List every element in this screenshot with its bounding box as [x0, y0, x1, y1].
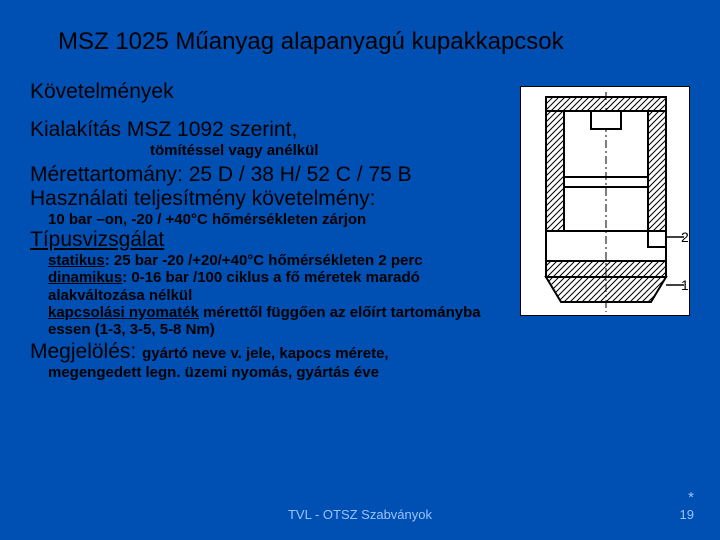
marking-continuation: megengedett legn. üzemi nyomás, gyártás …	[48, 364, 514, 381]
diagram-svg: 2 1	[521, 87, 691, 317]
design-subtext: tömítéssel vagy anélkül	[150, 142, 514, 159]
heading-marking: Megjelölés: gyártó neve v. jele, kapocs …	[30, 340, 514, 364]
diagram-label-1: 1	[681, 277, 689, 293]
typetest-static: statikus: 25 bar -20 /+20/+40°C hőmérsék…	[48, 252, 514, 269]
performance-line: 10 bar –on, -20 / +40°C hőmérsékleten zá…	[48, 211, 514, 228]
heading-requirements: Követelmények	[30, 80, 514, 104]
slide-title: MSZ 1025 Műanyag alapanyagú kupakkapcsok	[58, 28, 690, 56]
heading-performance: Használati teljesítmény követelmény:	[30, 187, 514, 211]
heading-size-range: Mérettartomány: 25 D / 38 H/ 52 C / 75 B	[30, 163, 514, 187]
heading-typetest: Típusvizsgálat	[30, 228, 514, 252]
marking-label: Megjelölés:	[30, 340, 136, 363]
footer-asterisk: *	[688, 489, 694, 506]
slide: MSZ 1025 Műanyag alapanyagú kupakkapcsok…	[0, 0, 720, 540]
content-row: Követelmények Kialakítás MSZ 1092 szerin…	[30, 80, 690, 381]
marking-text: gyártó neve v. jele, kapocs mérete,	[142, 345, 389, 362]
typetest-torque: kapcsolási nyomaték mérettől függően az …	[48, 304, 514, 339]
footer-center-text: TVL - OTSZ Szabványok	[0, 507, 720, 522]
typetest-dynamic: dinamikus: 0-16 bar /100 ciklus a fő mér…	[48, 269, 514, 304]
footer-page-number: 19	[680, 507, 694, 522]
coupling-diagram: 2 1	[520, 86, 690, 316]
text-column: Követelmények Kialakítás MSZ 1092 szerin…	[30, 80, 520, 381]
heading-design: Kialakítás MSZ 1092 szerint,	[30, 118, 514, 142]
diagram-label-2: 2	[681, 229, 689, 245]
